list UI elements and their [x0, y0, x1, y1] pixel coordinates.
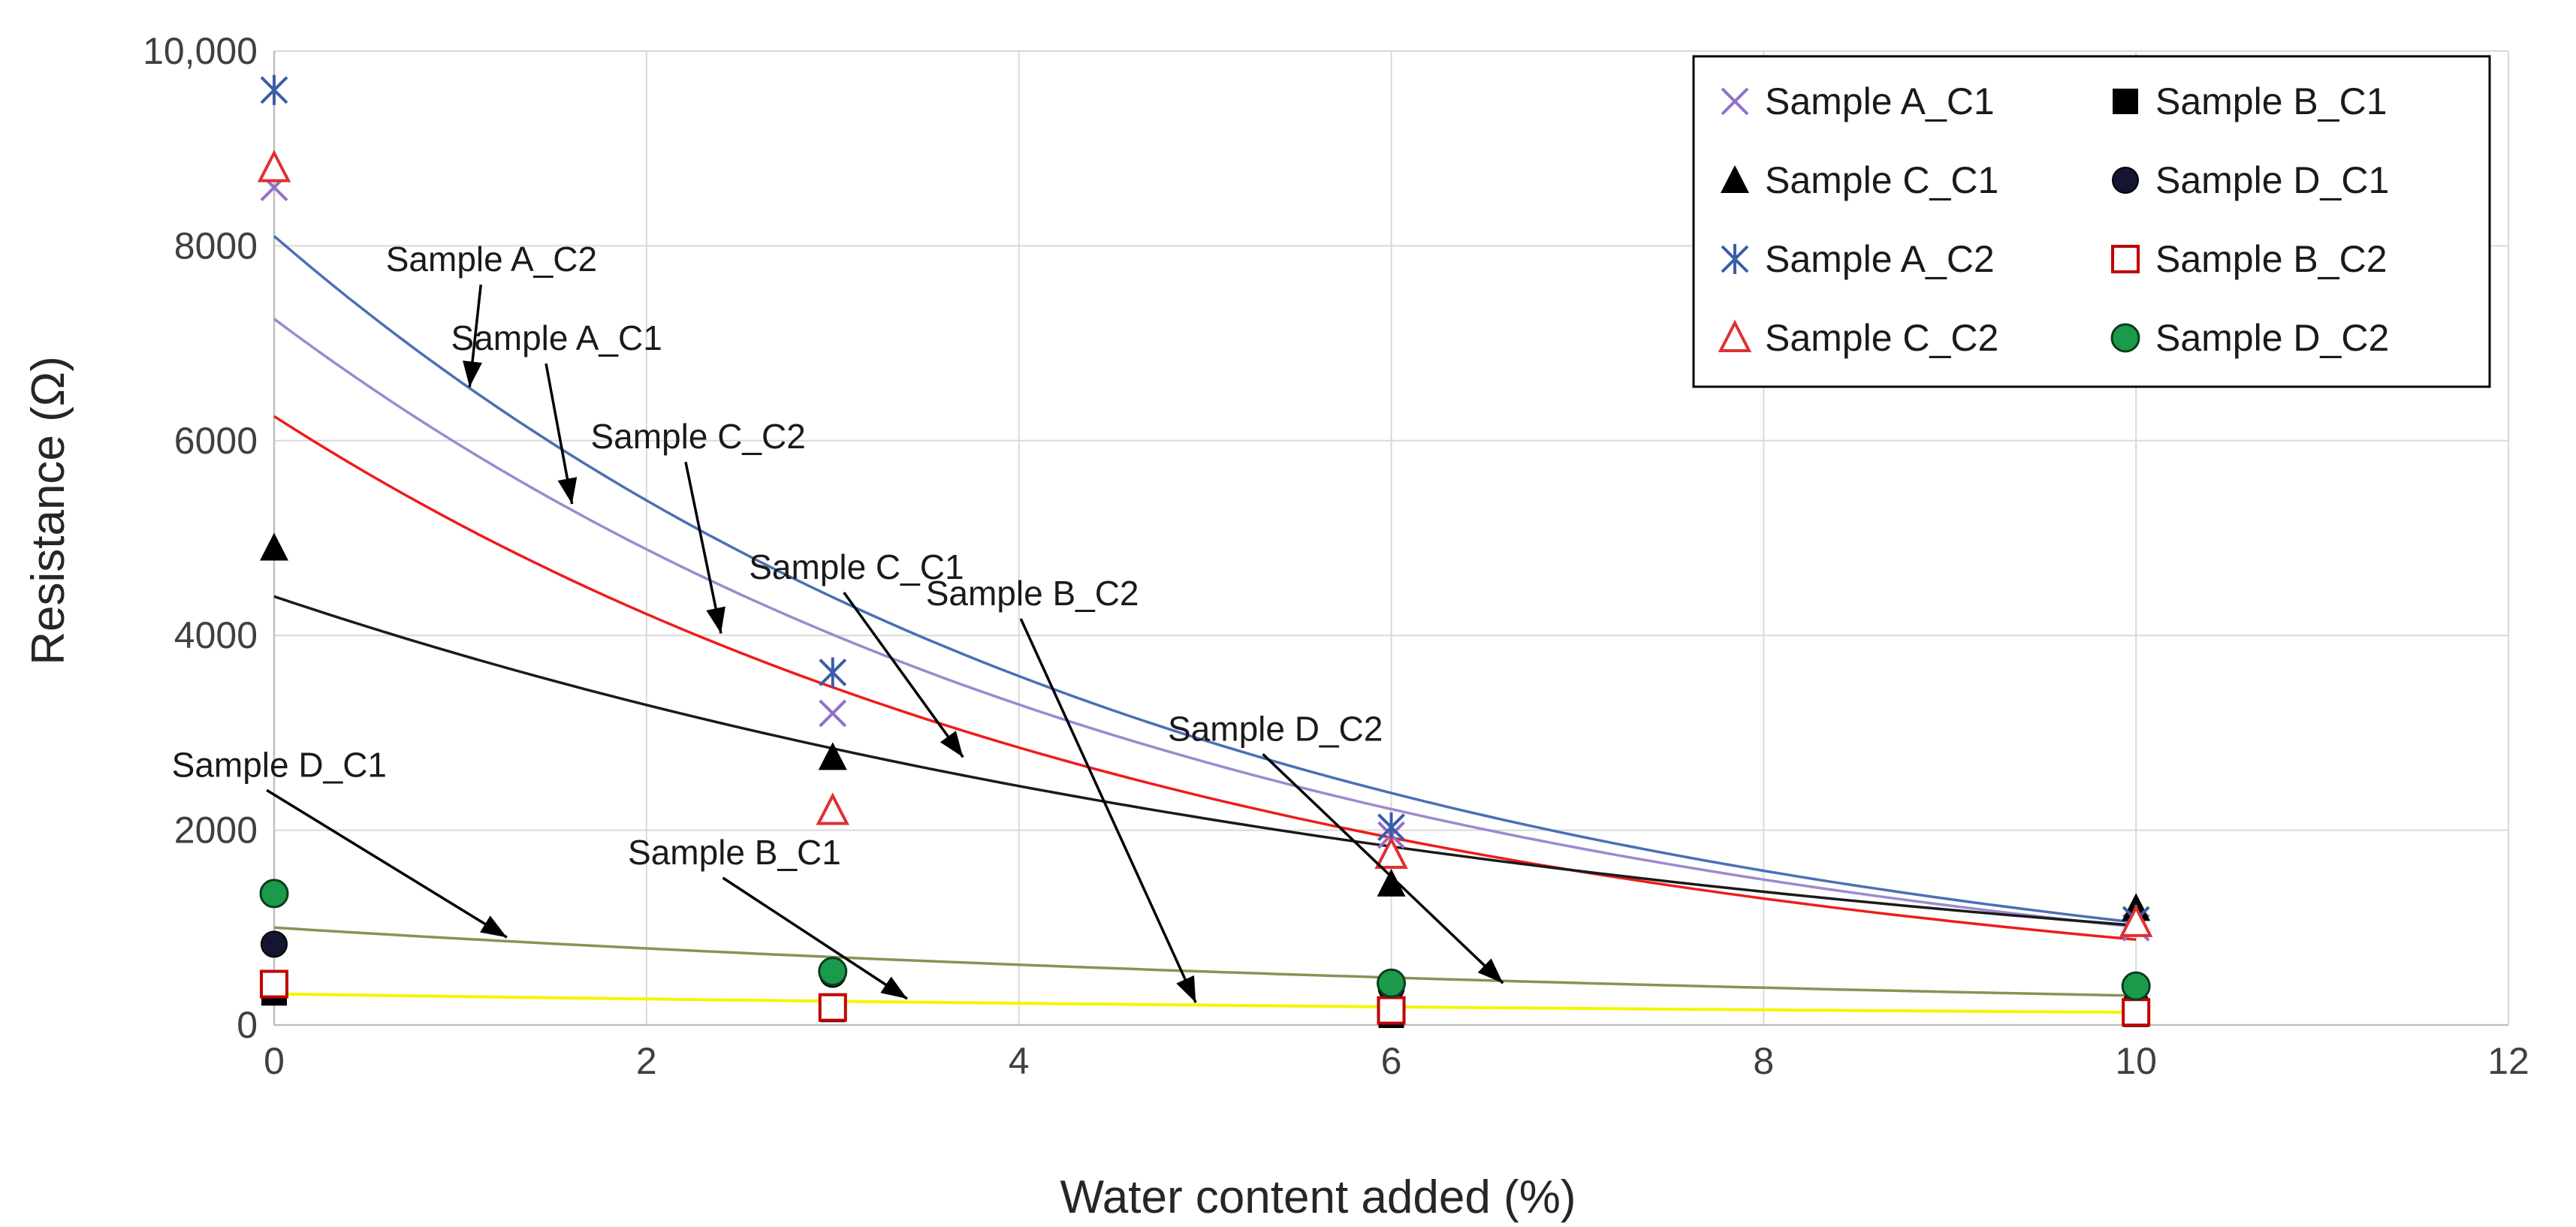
annotation-sample-d-c1: Sample D_C1	[172, 745, 387, 784]
point-sample-b-c2	[2122, 998, 2151, 1027]
legend-marker-sample-b-c2	[2111, 245, 2140, 273]
legend-marker-sample-b-c1	[2113, 89, 2138, 114]
legend-label-sample-d-c2: Sample D_C2	[2155, 317, 2389, 359]
x-tick-label: 10	[2115, 1040, 2157, 1082]
point-sample-d-c2	[1377, 968, 1406, 998]
x-tick-label: 6	[1381, 1040, 1402, 1082]
legend-marker-sample-a-c1	[1721, 87, 1749, 116]
arrowhead-sample-a-c1	[557, 477, 578, 505]
trendlines	[273, 235, 2137, 1014]
annotation-sample-d-c2: Sample D_C2	[1168, 709, 1383, 748]
annotation-sample-c-c2: Sample C_C2	[590, 417, 805, 456]
point-sample-d-c2	[259, 879, 289, 909]
point-sample-a-c1	[819, 699, 847, 728]
data-points	[257, 74, 2153, 1029]
arrow-sample-b-c1	[722, 876, 908, 1000]
legend-label-sample-a-c2: Sample A_C2	[1765, 238, 1995, 280]
annotation-sample-b-c2: Sample B_C2	[926, 574, 1139, 613]
point-sample-a-c2	[819, 657, 847, 688]
legend-label-sample-b-c2: Sample B_C2	[2155, 238, 2387, 280]
y-tick-label: 4000	[174, 614, 258, 656]
x-axis-title: Water content added (%)	[1060, 1171, 1576, 1223]
legend-marker-sample-c-c2	[1718, 319, 1752, 352]
point-sample-d-c2	[2121, 971, 2151, 1001]
point-sample-d-c2	[818, 957, 848, 987]
trendline-sample-c-c2	[273, 415, 2137, 942]
legend-marker-sample-c-c1	[1721, 165, 1749, 193]
point-sample-c-c1	[1377, 868, 1406, 897]
legend-label-sample-c-c2: Sample C_C2	[1765, 317, 1998, 359]
legend-label-sample-b-c1: Sample B_C1	[2155, 80, 2387, 122]
point-sample-c-c1	[260, 532, 288, 561]
trendline-sample-b-c2	[273, 992, 2137, 1014]
legend-box	[1692, 55, 2491, 388]
y-tick-label: 10,000	[143, 30, 258, 72]
trendline-sample-d-c1	[273, 926, 2137, 997]
point-sample-c-c2	[816, 792, 850, 825]
legend-marker-sample-d-c2	[2110, 323, 2140, 353]
x-tick-label: 12	[2487, 1040, 2529, 1082]
point-sample-c-c2	[1374, 836, 1408, 870]
arrowhead-sample-b-c1	[880, 976, 907, 999]
point-sample-c-c1	[818, 742, 847, 770]
arrow-sample-c-c1	[843, 591, 964, 758]
legend-marker-sample-a-c2	[1721, 244, 1749, 274]
annotation-sample-a-c1: Sample A_C1	[451, 318, 662, 357]
arrow-sample-d-c1	[266, 788, 508, 939]
trendline-sample-c-c1	[273, 595, 2137, 927]
grid	[274, 50, 2509, 1025]
annotation-sample-c-c1: Sample C_C1	[749, 547, 964, 586]
point-sample-b-c2	[260, 969, 288, 999]
arrowhead-sample-d-c2	[1477, 958, 1504, 984]
y-tick-label: 6000	[174, 420, 258, 462]
point-sample-d-c1	[261, 930, 288, 958]
x-tick-label: 2	[636, 1040, 657, 1082]
point-sample-b-c2	[1377, 996, 1406, 1025]
x-tick-label: 0	[264, 1040, 285, 1082]
point-sample-c-c2	[257, 149, 291, 182]
arrowhead-sample-b-c2	[1176, 975, 1196, 1003]
trendline-sample-a-c1	[273, 318, 2137, 929]
arrowhead-sample-c-c1	[940, 731, 964, 758]
annotation-sample-a-c2: Sample A_C2	[386, 240, 597, 279]
point-sample-a-c2	[260, 74, 288, 105]
legend-marker-sample-d-c1	[2112, 167, 2139, 194]
legend-label-sample-c-c1: Sample C_C1	[1765, 159, 1998, 201]
arrow-sample-b-c2	[1019, 618, 1197, 1003]
x-tick-label: 8	[1753, 1040, 1774, 1082]
annotation-sample-b-c1: Sample B_C1	[628, 833, 841, 872]
y-tick-label: 2000	[174, 809, 258, 852]
arrowhead-sample-d-c1	[480, 915, 507, 938]
arrowhead-sample-a-c2	[463, 360, 482, 387]
x-tick-label: 4	[1009, 1040, 1030, 1082]
y-tick-label: 0	[237, 1004, 258, 1046]
y-axis-title: Resistance (Ω)	[23, 356, 74, 665]
point-sample-c-c2	[2119, 904, 2153, 937]
legend-label-sample-a-c1: Sample A_C1	[1765, 80, 1995, 122]
y-tick-label: 8000	[174, 225, 258, 267]
legend-label-sample-d-c1: Sample D_C1	[2155, 159, 2389, 201]
arrow-sample-d-c2	[1262, 753, 1504, 984]
arrow-sample-c-c2	[684, 461, 722, 634]
legend: Sample A_C1 Sample B_C1 Sample C_C1 Sample …	[1692, 55, 2491, 388]
annotations: Sample A_C2 Sample A_C1 Sample C_C2 Sample …	[172, 240, 1504, 1003]
point-sample-b-c2	[818, 993, 847, 1022]
trendline-sample-a-c2	[273, 235, 2137, 924]
arrowhead-sample-c-c2	[706, 606, 725, 634]
